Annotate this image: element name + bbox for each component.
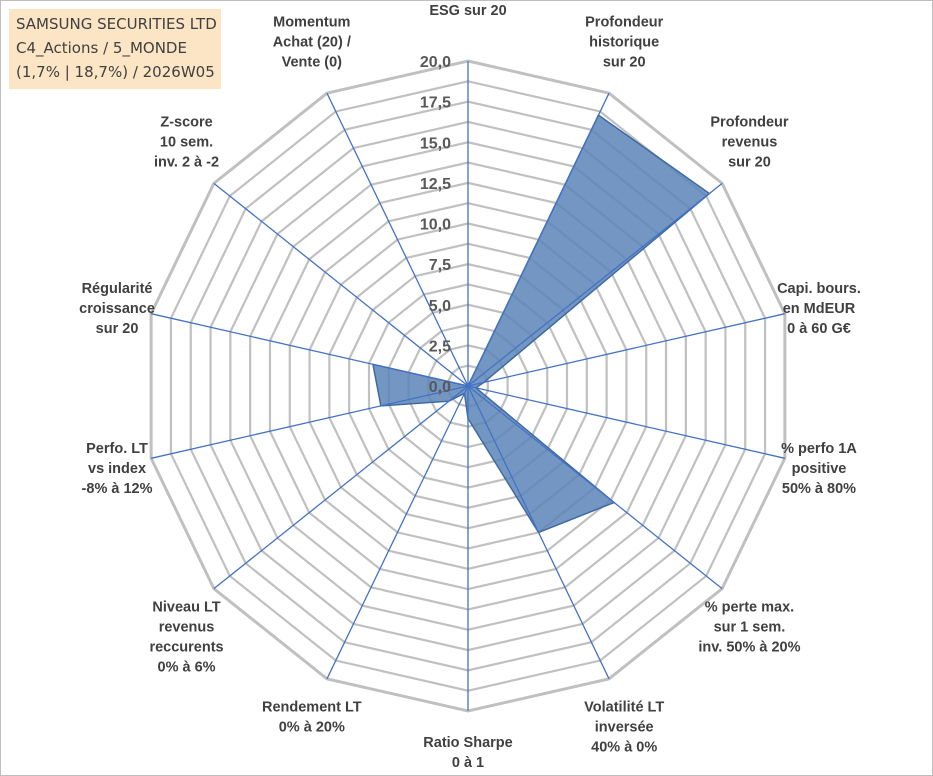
axis-label-line: Rendement LT: [262, 699, 362, 715]
axis-label: Profondeur revenus sur 20: [710, 115, 788, 171]
radar-axis-labels: NoteESG sur 20 Profondeur historique sur 20…: [79, 3, 861, 771]
tick-label: 17,5: [420, 95, 451, 112]
axis-label-line: Z-score: [160, 115, 212, 131]
axis-label: % perfo 1A positive 50% à 80%: [781, 441, 857, 497]
axis-label-line: Profondeur: [585, 15, 663, 31]
axis-label: Rendement LT 0% à 20%: [262, 699, 362, 735]
axis-label: % perte max. sur 1 sem. inv. 50% à 20%: [698, 599, 800, 655]
axis-label-line: Volatilité LT: [584, 699, 664, 715]
axis-label-line: Régularité: [82, 281, 153, 297]
chart-subtitle-category: C4_Actions / 5_MONDE: [16, 39, 187, 57]
axis-label-line: historique: [589, 35, 659, 51]
tick-label: 20,0: [420, 54, 451, 71]
radar-spokes: [151, 61, 785, 711]
radar-tick-labels: 0,0 2,5 5,0 7,5 10,0 12,5 15,0 17,5 20,0: [420, 54, 451, 396]
chart-subtitle-stats: (1,7% | 18,7%) / 2026W05: [16, 63, 215, 81]
axis-label: Z-score 10 sem. inv. 2 à -2: [154, 115, 219, 171]
axis-spoke: [213, 182, 469, 387]
axis-spoke: [151, 385, 469, 459]
axis-spoke: [467, 92, 610, 387]
tick-label: 12,5: [420, 176, 451, 193]
tick-label: 5,0: [429, 298, 451, 315]
tick-label: 15,0: [420, 135, 451, 152]
axis-label-line: Achat (20) /: [273, 35, 351, 51]
axis-label-line: revenus: [159, 619, 215, 635]
tick-label: 2,5: [429, 338, 451, 355]
axis-label-line: revenus: [722, 135, 778, 151]
axis-label-line: Momentum: [273, 15, 350, 31]
axis-label-line: ESG sur 20: [429, 3, 506, 19]
axis-label-line: sur 20: [96, 321, 139, 337]
axis-label-line: Perfo. LT: [86, 441, 148, 457]
axis-label: NoteESG sur 20: [429, 3, 506, 19]
axis-label-line: inversée: [595, 719, 654, 735]
axis-label-line: reccurents: [149, 639, 223, 655]
tick-label: 10,0: [420, 217, 451, 234]
axis-label-line: inv. 50% à 20%: [698, 639, 800, 655]
axis-spoke: [213, 385, 469, 590]
axis-label-line: 0% à 6%: [158, 659, 216, 675]
axis-spoke: [467, 385, 723, 590]
axis-label-line: 0 à 60 G€: [787, 321, 851, 337]
axis-label-line: Ratio Sharpe: [423, 735, 512, 751]
axis-label-line: Profondeur: [710, 115, 788, 131]
axis-label: Régularité croissance sur 20: [79, 281, 155, 337]
axis-spoke: [467, 385, 610, 680]
axis-label-line: % perfo 1A: [781, 441, 857, 457]
chart-title: SAMSUNG SECURITIES LTD: [16, 15, 217, 33]
axis-label-line: 0% à 20%: [279, 719, 345, 735]
axis-spoke: [151, 313, 469, 387]
axis-label-line: croissance: [79, 301, 155, 317]
axis-label-line: en MdEUR: [783, 301, 856, 317]
axis-label-line: inv. 2 à -2: [154, 155, 219, 171]
axis-spoke: [326, 92, 469, 387]
axis-label: Ratio Sharpe 0 à 1: [423, 735, 512, 771]
axis-label-line: 0 à 1: [452, 755, 484, 771]
axis-label: Capi. bours. en MdEUR 0 à 60 G€: [777, 281, 861, 337]
axis-label-line: positive: [792, 461, 847, 477]
axis-label-line: Niveau LT: [152, 599, 220, 615]
axis-spoke: [467, 385, 785, 459]
axis-label-line: Capi. bours.: [777, 281, 861, 297]
axis-label-line: Vente (0): [282, 55, 343, 71]
axis-spoke: [467, 313, 785, 387]
axis-label-line: 40% à 0%: [591, 739, 657, 755]
axis-label-line: sur 20: [728, 155, 771, 171]
axis-label-line: 50% à 80%: [782, 481, 856, 497]
axis-label-line: sur 1 sem.: [714, 619, 786, 635]
axis-label: Perfo. LT vs index -8% à 12%: [82, 441, 153, 497]
tick-label: 7,5: [429, 257, 451, 274]
axis-label-line: 10 sem.: [160, 135, 213, 151]
axis-label: Profondeur historique sur 20: [585, 15, 663, 71]
axis-label-line: -8% à 12%: [82, 481, 153, 497]
axis-label: Volatilité LT inversée 40% à 0%: [584, 699, 664, 755]
axis-label-line: vs index: [88, 461, 146, 477]
axis-spoke: [326, 385, 469, 680]
axis-label-line: sur 20: [603, 55, 646, 71]
tick-label: 0,0: [429, 379, 451, 396]
chart-title-box: SAMSUNG SECURITIES LTD C4_Actions / 5_MO…: [9, 9, 221, 89]
axis-label: Niveau LT revenus reccurents 0% à 6%: [149, 599, 223, 675]
axis-label: Momentum Achat (20) / Vente (0): [273, 15, 351, 71]
axis-spoke: [467, 182, 723, 387]
axis-label-line: % perte max.: [705, 599, 794, 615]
